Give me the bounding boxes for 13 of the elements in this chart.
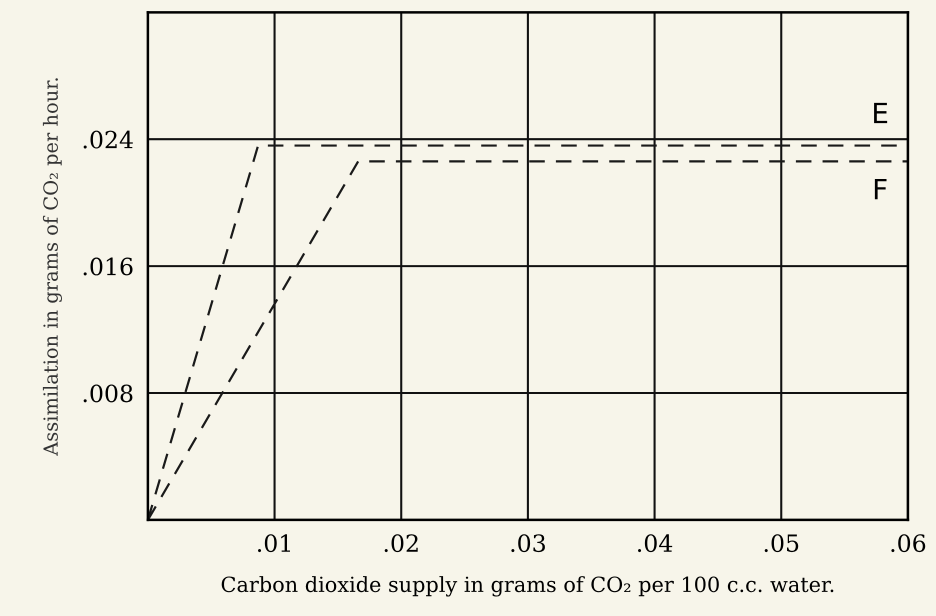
x-tick-label: .06 (891, 534, 926, 552)
y-tick-label: .008 (84, 384, 132, 402)
series-label: F (874, 178, 887, 200)
y-axis-title: Assimilation in grams of CO₂ per hour. (42, 78, 62, 456)
x-axis-title: Carbon dioxide supply in grams of CO₂ per 100 c.c. water. (222, 576, 834, 597)
y-tick-label: .024 (84, 130, 133, 149)
series-label: E (874, 102, 888, 124)
y-tick-label: .016 (84, 258, 133, 276)
x-tick-label: .01 (258, 534, 290, 552)
x-tick-label: .05 (764, 534, 798, 552)
x-tick-label: .03 (511, 534, 545, 552)
x-tick-label: .02 (384, 534, 418, 552)
x-tick-label: .04 (638, 534, 672, 552)
